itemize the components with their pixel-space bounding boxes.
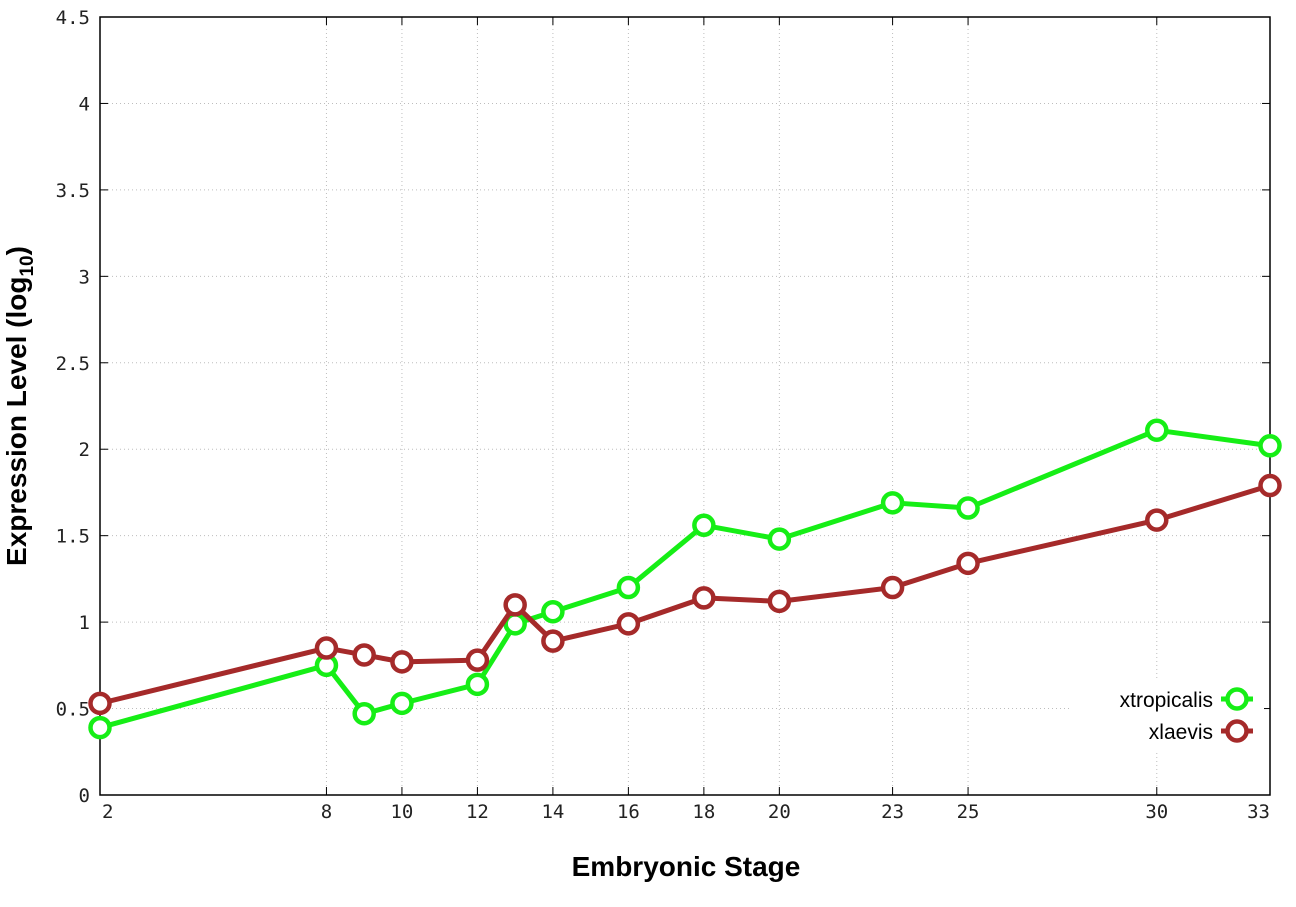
data-point-xlaevis xyxy=(390,650,414,674)
data-point-xtropicalis xyxy=(880,491,905,515)
data-point-xlaevis xyxy=(88,691,112,716)
data-point-xlaevis xyxy=(692,586,716,610)
data-point-xtropicalis xyxy=(692,513,716,538)
data-point-xlaevis xyxy=(1145,508,1169,532)
legend: xtropicalis xlaevis xyxy=(1072,680,1264,750)
x-tick-label: 2 xyxy=(102,801,113,823)
data-point-xlaevis xyxy=(616,612,641,636)
x-tick-label: 20 xyxy=(768,801,791,823)
x-tick-label: 14 xyxy=(541,801,564,823)
y-axis-title-close: ) xyxy=(1,246,32,255)
x-axis-title: Embryonic Stage xyxy=(572,851,801,882)
series-line-xlaevis xyxy=(99,483,1271,706)
data-point-xlaevis xyxy=(880,575,905,600)
data-point-xtropicalis xyxy=(390,691,414,716)
y-tick-label: 4.5 xyxy=(56,7,90,29)
series-layer xyxy=(88,418,1282,740)
x-tick-label: 12 xyxy=(466,801,489,823)
data-point-xlaevis xyxy=(314,636,339,660)
data-point-xtropicalis xyxy=(352,701,376,726)
y-tick-label: 3.5 xyxy=(56,180,90,202)
y-tick-label: 1.5 xyxy=(56,526,90,548)
y-axis-title: Expression Level (log10) xyxy=(1,246,38,566)
data-point-xlaevis xyxy=(541,629,565,653)
data-point-xlaevis xyxy=(767,589,792,614)
x-tick-label: 8 xyxy=(321,801,332,823)
legend-label: xlaevis xyxy=(1149,721,1213,744)
data-point-xlaevis xyxy=(1258,473,1282,498)
plot-area-frame xyxy=(99,16,1271,796)
data-point-xtropicalis xyxy=(767,527,792,551)
axis-ticks: 0 0.5 1 1.5 2 2.5 3 3.5 4 4.5 2 8 10 12 14 16 18 20 23 25 30… xyxy=(56,7,1271,823)
x-tick-label: 10 xyxy=(390,801,413,823)
x-tick-label: 25 xyxy=(957,801,980,823)
y-tick-label: 4 xyxy=(79,93,90,115)
legend-marker xyxy=(1225,719,1249,743)
data-point-xlaevis xyxy=(956,551,980,576)
x-tick-label: 16 xyxy=(617,801,640,823)
data-point-xlaevis xyxy=(503,593,527,617)
data-point-xtropicalis xyxy=(1258,434,1282,458)
data-point-xtropicalis xyxy=(465,672,490,697)
x-tick-label: 30 xyxy=(1145,801,1168,823)
x-tick-label: 23 xyxy=(881,801,904,823)
y-axis-title-main: Expression Level (log xyxy=(1,277,32,566)
legend-marker xyxy=(1225,687,1249,711)
data-point-xtropicalis xyxy=(1145,418,1169,442)
y-axis-title-subscript: 10 xyxy=(17,255,38,276)
data-point-xtropicalis xyxy=(956,496,980,520)
data-point-xtropicalis xyxy=(541,599,565,624)
y-tick-label: 0.5 xyxy=(56,699,90,721)
x-tick-label: 33 xyxy=(1247,801,1270,823)
y-tick-label: 0 xyxy=(79,785,90,807)
data-point-xtropicalis xyxy=(616,575,641,600)
y-tick-label: 1 xyxy=(79,612,90,634)
y-tick-label: 2 xyxy=(79,439,90,461)
y-tick-label: 3 xyxy=(79,266,90,288)
data-point-xtropicalis xyxy=(88,715,112,740)
legend-label: xtropicalis xyxy=(1120,689,1213,712)
y-tick-label: 2.5 xyxy=(56,353,90,375)
x-tick-label: 18 xyxy=(692,801,715,823)
data-point-xlaevis xyxy=(465,648,490,672)
data-point-xlaevis xyxy=(352,643,376,667)
